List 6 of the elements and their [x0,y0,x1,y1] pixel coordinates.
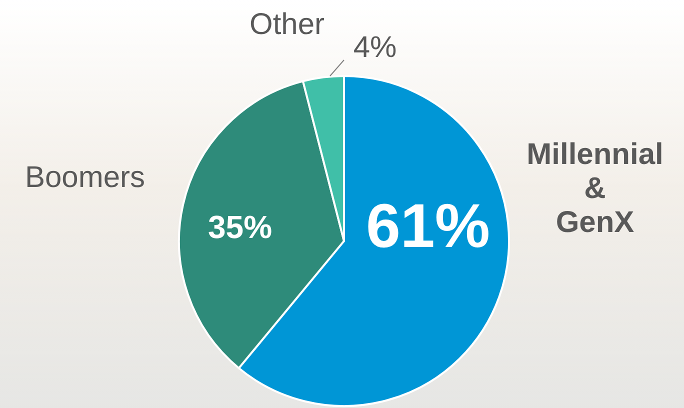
data-label: 61% [366,192,490,261]
data-label: 4% [353,31,397,64]
slice-label: Millennial & GenX [526,138,664,239]
data-label: 35% [208,209,272,245]
slice-label: Other [249,8,325,41]
slice-label: Boomers [24,161,146,194]
